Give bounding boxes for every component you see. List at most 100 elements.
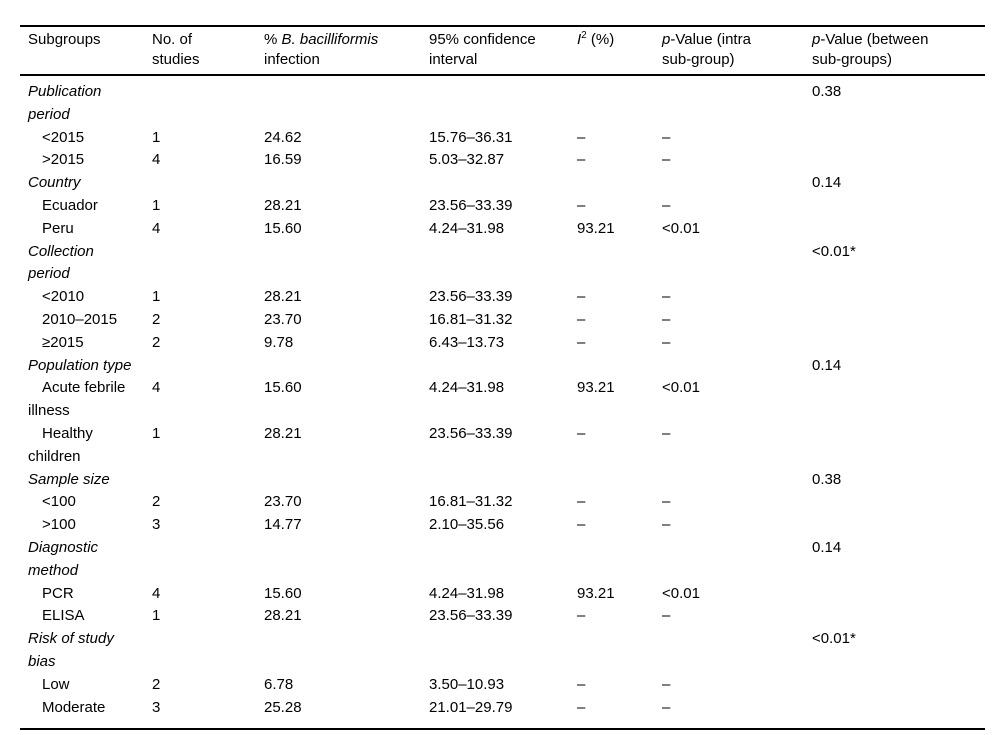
cell-confidence-interval — [429, 469, 577, 492]
column-header-label: % — [264, 31, 282, 48]
column-header-i-squared: I2 (%) — [577, 26, 662, 76]
cell-subgroup: Risk of study bias — [28, 630, 114, 670]
column-header-label: No. of studies — [152, 31, 200, 68]
cell-confidence-interval: 21.01–29.79 — [429, 698, 513, 716]
subgroup-section-row: Publication period 0.38 — [20, 75, 985, 127]
cell-p-between: 0.14 — [812, 174, 842, 192]
cell-percent-infection: 15.60 — [264, 584, 302, 602]
cell-subgroup: Ecuador — [42, 196, 98, 214]
cell-confidence-interval: 23.56–33.39 — [429, 424, 513, 442]
cell-no-of-studies: 1 — [152, 128, 161, 146]
subgroup-analysis-table: Subgroups No. of studies % B. bacillifor… — [20, 25, 985, 731]
cell-no-of-studies: 1 — [152, 288, 161, 306]
column-header-label: 95% confidence interval — [429, 31, 536, 68]
cell-i-squared — [577, 537, 662, 583]
cell-p-intra — [662, 355, 812, 378]
cell-p-intra: – — [662, 288, 671, 306]
cell-no-of-studies: 2 — [152, 333, 161, 351]
cell-p-intra: – — [662, 151, 671, 169]
cell-i-squared: – — [577, 333, 586, 351]
cell-p-between — [812, 674, 985, 697]
cell-subgroup: Healthy children — [28, 424, 93, 465]
cell-no-of-studies: 4 — [152, 151, 161, 169]
cell-i-squared: – — [577, 196, 586, 214]
cell-percent-infection: 15.60 — [264, 219, 302, 237]
cell-percent-infection: 9.78 — [264, 333, 294, 351]
subgroup-section-row: Country 0.14 — [20, 172, 985, 195]
column-header-subgroups: Subgroups — [20, 26, 152, 76]
cell-confidence-interval: 23.56–33.39 — [429, 288, 513, 306]
cell-percent-infection: 25.28 — [264, 698, 302, 716]
cell-percent-infection: 28.21 — [264, 196, 302, 214]
cell-percent-infection: 28.21 — [264, 288, 302, 306]
table-row: Low 2 6.78 3.50–10.93 – – — [20, 674, 985, 697]
subgroup-section-row: Risk of study bias <0.01* — [20, 628, 985, 674]
cell-no-of-studies: 1 — [152, 607, 161, 625]
table-body: Publication period 0.38 <2015 1 24.62 15.76–3… — [20, 75, 985, 729]
cell-p-between: <0.01* — [812, 242, 856, 260]
cell-confidence-interval: 5.03–32.87 — [429, 151, 505, 169]
cell-i-squared: – — [577, 151, 586, 169]
cell-p-between — [812, 583, 985, 606]
table-row: 2010–2015 2 23.70 16.81–31.32 – – — [20, 309, 985, 332]
cell-subgroup: <100 — [42, 493, 76, 511]
cell-confidence-interval — [429, 75, 577, 127]
cell-confidence-interval — [429, 172, 577, 195]
cell-p-between — [812, 218, 985, 241]
column-header-label: -Value (between sub-groups) — [812, 31, 929, 68]
cell-p-intra: – — [662, 424, 671, 442]
cell-p-intra: – — [662, 698, 671, 716]
cell-p-intra — [662, 537, 812, 583]
cell-p-intra: <0.01 — [662, 379, 700, 397]
cell-i-squared: – — [577, 516, 586, 534]
table-row: Ecuador 1 28.21 23.56–33.39 – – — [20, 195, 985, 218]
subgroup-section-row: Population type 0.14 — [20, 355, 985, 378]
cell-i-squared: – — [577, 128, 586, 146]
cell-percent-infection — [264, 355, 429, 378]
cell-subgroup: Collection period — [28, 242, 94, 283]
cell-i-squared: – — [577, 288, 586, 306]
cell-i-squared — [577, 172, 662, 195]
p-symbol: p — [812, 31, 821, 48]
cell-percent-infection — [264, 75, 429, 127]
cell-i-squared — [577, 355, 662, 378]
cell-i-squared: – — [577, 675, 586, 693]
cell-i-squared: – — [577, 607, 586, 625]
cell-i-squared: – — [577, 424, 586, 442]
cell-p-between: 0.14 — [812, 356, 842, 374]
table-row: Acute febrile illness 4 15.60 4.24–31.98 93.… — [20, 377, 985, 423]
cell-subgroup: ELISA — [42, 607, 85, 625]
cell-p-between: 0.38 — [812, 470, 842, 488]
cell-no-of-studies: 2 — [152, 493, 161, 511]
subgroup-section-row: Diagnostic method 0.14 — [20, 537, 985, 583]
cell-confidence-interval: 23.56–33.39 — [429, 196, 513, 214]
cell-p-between — [812, 377, 985, 423]
cell-subgroup: Country — [28, 174, 81, 192]
cell-p-intra: – — [662, 675, 671, 693]
cell-no-of-studies: 4 — [152, 379, 161, 397]
cell-percent-infection — [264, 172, 429, 195]
cell-p-intra: – — [662, 128, 671, 146]
cell-p-between — [812, 697, 985, 730]
cell-no-of-studies — [152, 172, 264, 195]
cell-percent-infection: 15.60 — [264, 379, 302, 397]
cell-p-between — [812, 514, 985, 537]
table-row: <2010 1 28.21 23.56–33.39 – – — [20, 286, 985, 309]
cell-percent-infection — [264, 469, 429, 492]
cell-confidence-interval: 3.50–10.93 — [429, 675, 505, 693]
cell-confidence-interval: 2.10–35.56 — [429, 516, 505, 534]
species-name-italic: B. bacilliformis — [281, 31, 379, 48]
cell-confidence-interval: 16.81–31.32 — [429, 493, 513, 511]
cell-i-squared: 93.21 — [577, 379, 615, 397]
cell-no-of-studies: 1 — [152, 196, 161, 214]
cell-confidence-interval — [429, 628, 577, 674]
cell-i-squared — [577, 241, 662, 287]
cell-subgroup: Publication period — [28, 83, 102, 123]
cell-p-between — [812, 149, 985, 172]
cell-no-of-studies: 3 — [152, 698, 161, 716]
cell-subgroup: <2010 — [42, 288, 85, 306]
cell-subgroup: >100 — [42, 516, 76, 534]
cell-i-squared: 93.21 — [577, 584, 615, 602]
column-header-no-of-studies: No. of studies — [152, 26, 264, 76]
cell-no-of-studies — [152, 537, 264, 583]
